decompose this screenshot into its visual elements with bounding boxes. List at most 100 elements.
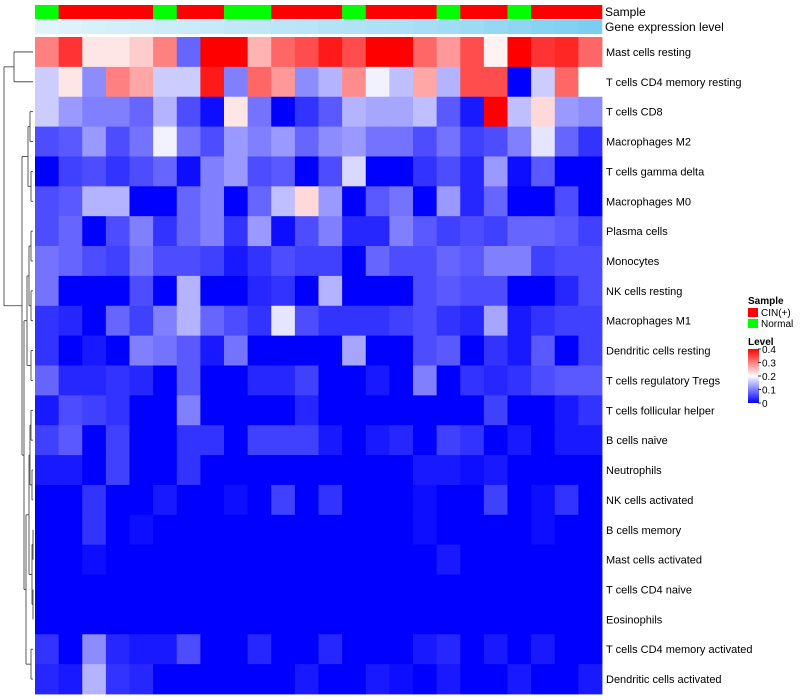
heatmap-cell [460,455,485,486]
heatmap-cell [578,66,603,98]
heatmap-cell [271,574,296,605]
heatmap-cell [176,604,201,635]
heatmap-cell [389,126,414,157]
heatmap-cell [365,96,390,127]
heatmap-cell [294,425,319,456]
heatmap-cell [436,544,461,575]
heatmap-cell [413,96,438,127]
level-tick-label: 0.4 [762,345,776,356]
heatmap-cell [224,126,249,157]
heatmap-cell [153,275,178,307]
heatmap-cell [436,96,461,127]
heatmap-cell [224,574,249,605]
heatmap-cell [35,634,60,665]
heatmap-cell [578,514,603,546]
heatmap-cell [389,275,414,307]
heatmap-cell [82,514,107,546]
heatmap-cell [294,96,319,127]
heatmap-cell [507,425,532,456]
expression-cell [153,20,178,34]
heatmap-cell [82,37,107,68]
heatmap-cell [365,186,390,217]
heatmap-cell [554,156,579,187]
heatmap-cell [507,37,532,68]
sample-cell [247,5,272,19]
heatmap-cell [58,365,83,396]
heatmap-cell [58,246,83,277]
heatmap-cell [507,305,532,337]
heatmap-cell [129,275,154,307]
heatmap-cell [389,305,414,337]
heatmap-cell [247,604,272,635]
heatmap-cell [342,514,367,546]
expression-cell [129,20,154,34]
heatmap-cell [153,96,178,127]
heatmap-cell [294,275,319,307]
heatmap-cell [460,514,485,546]
heatmap-cell [153,305,178,337]
sample-cell [413,5,437,19]
heatmap-cell [82,365,107,396]
legend-label-normal: Normal [761,319,793,330]
heatmap-cell [531,216,556,247]
heatmap-cell [224,514,249,546]
heatmap-cell [436,634,461,665]
heatmap-cell [153,37,178,68]
heatmap-cell [436,126,461,157]
heatmap-cell [413,664,438,695]
heatmap-cell [578,664,603,695]
heatmap-cell [153,156,178,187]
heatmap-cell [460,664,485,695]
heatmap-cell [578,634,603,665]
heatmap-cell [200,574,225,605]
heatmap-cell [271,126,296,157]
heatmap-cell [224,37,249,68]
sample-cell [35,5,59,19]
heatmap-cell [436,425,461,456]
expression-cell [578,20,603,34]
heatmap-cell [483,544,508,575]
expression-annotation-title: Gene expression level [605,20,724,34]
heatmap-cell [554,126,579,157]
heatmap-cell [35,604,60,635]
heatmap-cell [436,216,461,247]
heatmap-cell [578,96,603,127]
heatmap-cell [153,604,178,635]
heatmap-cell [578,574,603,605]
heatmap-cell [342,425,367,456]
legend-level-title: Level [748,337,774,348]
heatmap-cell [554,574,579,605]
heatmap-cell [389,186,414,217]
expression-cell [318,20,343,34]
heatmap-cell [507,455,532,486]
heatmap-cell [318,335,343,366]
sample-cell [224,5,248,19]
heatmap-cell [413,275,438,307]
heatmap-cell [483,126,508,157]
heatmap-cell [176,156,201,187]
heatmap-cell [82,544,107,575]
heatmap-cell [105,484,130,516]
heatmap-cell [342,126,367,157]
heatmap-cell [224,216,249,247]
heatmap-cell [224,365,249,396]
heatmap-cell [365,335,390,366]
heatmap-cell [58,96,83,127]
heatmap-cell [294,455,319,486]
heatmap-cell [365,395,390,426]
heatmap-cell [578,395,603,426]
heatmap-cell [318,514,343,546]
heatmap-cell [460,305,485,337]
heatmap-cell [483,246,508,277]
heatmap-cell [365,634,390,665]
heatmap-cell [105,574,130,605]
heatmap-cell [105,425,130,456]
heatmap-cell [224,664,249,695]
expression-annotation-bar [35,20,603,34]
row-label: Monocytes [606,256,660,268]
heatmap-cell [460,96,485,127]
expression-cell [35,20,59,34]
heatmap-cell [153,66,178,98]
row-label: Mast cells activated [606,555,702,567]
heatmap-cell [105,216,130,247]
